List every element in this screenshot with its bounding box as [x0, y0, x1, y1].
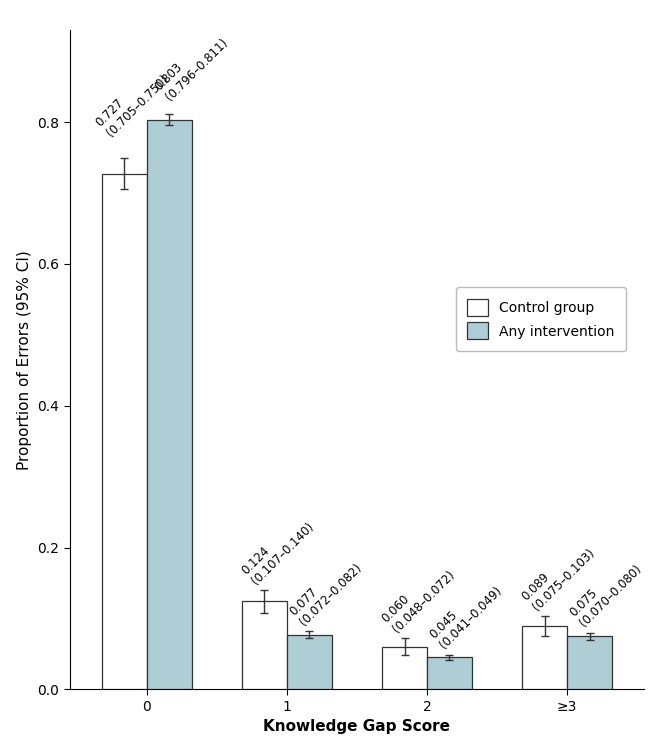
Text: 0.045
(0.041–0.049): 0.045 (0.041–0.049) — [427, 574, 505, 652]
Bar — [147, 120, 191, 689]
Bar — [287, 635, 331, 689]
Text: 0.089
(0.075–0.103): 0.089 (0.075–0.103) — [520, 535, 597, 614]
Bar — [242, 602, 287, 689]
Text: 0.075
(0.070–0.080): 0.075 (0.070–0.080) — [567, 552, 644, 630]
Legend: Control group, Any intervention: Control group, Any intervention — [456, 288, 626, 351]
Text: 0.077
(0.072–0.082): 0.077 (0.072–0.082) — [287, 550, 364, 629]
Bar — [427, 657, 472, 689]
Bar — [102, 174, 147, 689]
Bar — [567, 636, 612, 689]
Bar — [382, 647, 427, 689]
Y-axis label: Proportion of Errors (95% CI): Proportion of Errors (95% CI) — [17, 250, 31, 469]
Text: 0.124
(0.107–0.140): 0.124 (0.107–0.140) — [239, 509, 317, 587]
Text: 0.727
(0.705–0.750): 0.727 (0.705–0.750) — [93, 62, 171, 140]
X-axis label: Knowledge Gap Score: Knowledge Gap Score — [263, 719, 450, 734]
Text: 0.803
(0.796–0.811): 0.803 (0.796–0.811) — [152, 26, 230, 104]
Text: 0.060
(0.048–0.072): 0.060 (0.048–0.072) — [379, 558, 457, 635]
Bar — [522, 626, 567, 689]
